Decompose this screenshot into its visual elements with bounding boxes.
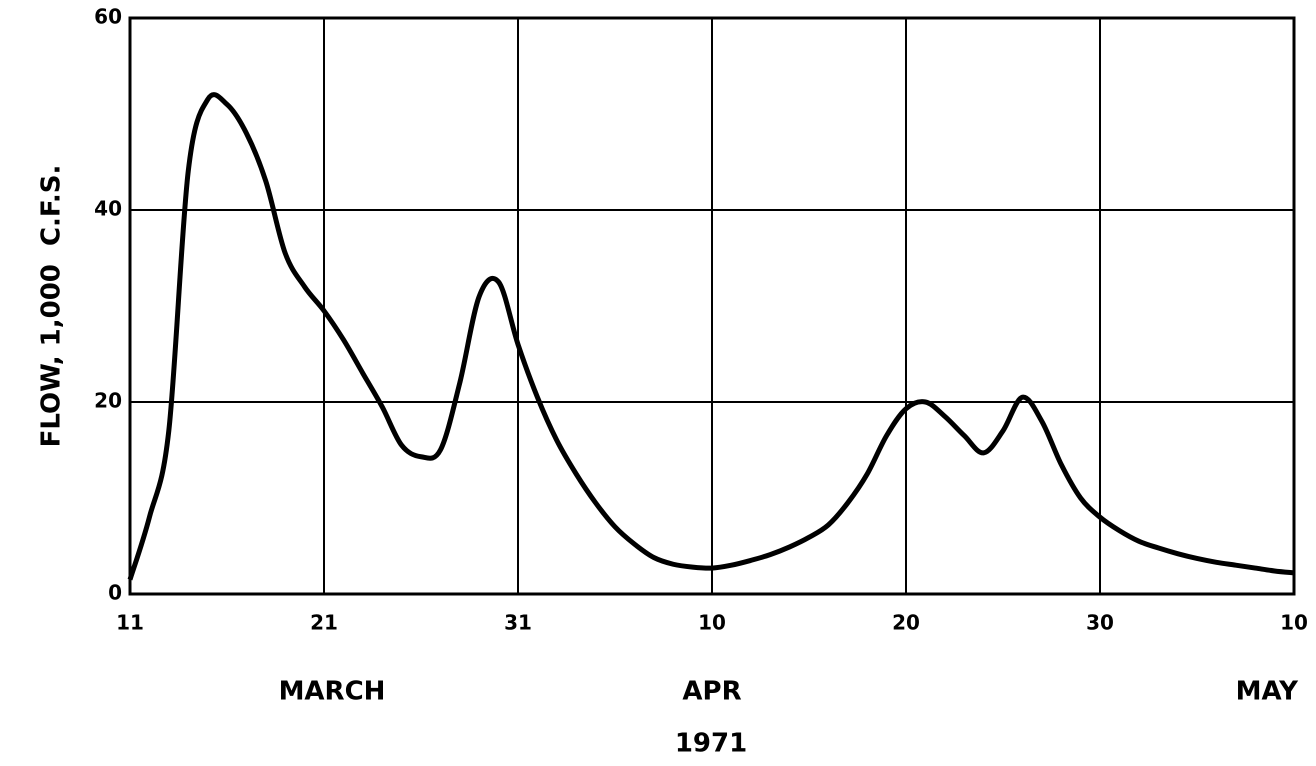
- x-tick-label: 31: [504, 611, 532, 635]
- month-label: APR: [682, 677, 741, 707]
- y-tick-label: 20: [94, 389, 122, 413]
- y-tick-label: 0: [108, 581, 122, 605]
- x-tick-label: 30: [1086, 611, 1114, 635]
- plot-frame: [128, 16, 1296, 596]
- y-tick-label: 60: [94, 5, 122, 29]
- y-axis-label: FLOW, 1,000 C.F.S.: [37, 165, 67, 448]
- x-tick-label: 10: [698, 611, 726, 635]
- month-label: MARCH: [279, 677, 386, 707]
- x-tick-label: 10: [1280, 611, 1308, 635]
- x-tick-label: 20: [892, 611, 920, 635]
- x-tick-label: 21: [310, 611, 338, 635]
- x-axis-label: 1971: [675, 729, 747, 759]
- month-label: MAY: [1236, 677, 1300, 707]
- x-tick-label: 11: [116, 611, 144, 635]
- y-tick-label: 40: [94, 197, 122, 221]
- flow-line: [127, 92, 1295, 581]
